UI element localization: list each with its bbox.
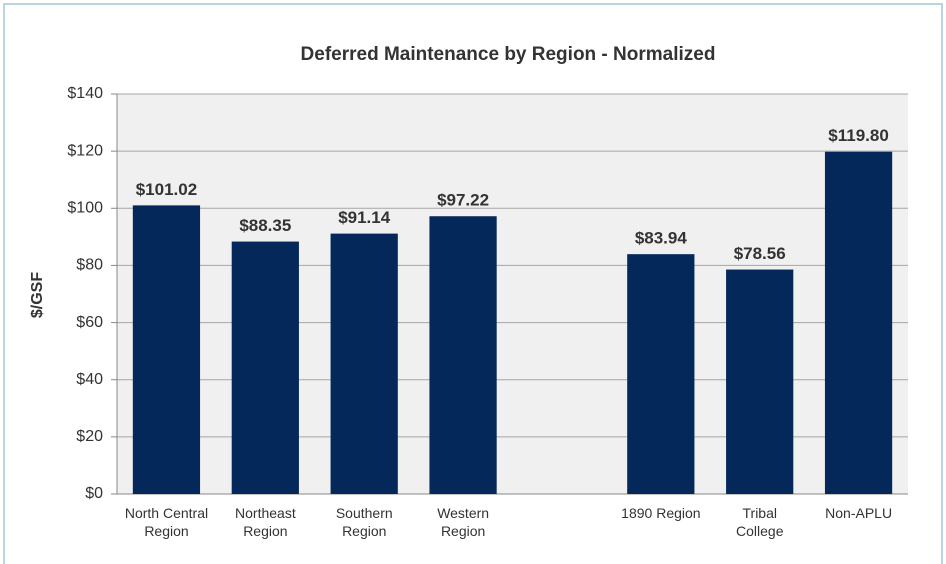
bar	[824, 151, 893, 494]
x-tick-label: Southern Region	[335, 505, 393, 539]
value-label: $119.80	[828, 126, 889, 145]
x-tick-label: Tribal College	[736, 505, 784, 539]
x-tick-label: Western Region	[437, 505, 490, 539]
y-tick-label: $100	[67, 200, 103, 217]
x-tick-label: North Central Region	[124, 505, 209, 539]
bar	[231, 241, 299, 494]
frame	[3, 3, 943, 564]
y-tick-label: $80	[76, 257, 103, 274]
x-tick-label: Northeast Region	[235, 505, 296, 539]
y-tick-label: $20	[76, 428, 103, 445]
bar	[726, 269, 794, 494]
y-tick-label: $140	[67, 85, 103, 102]
bar	[627, 254, 695, 494]
value-label: $88.35	[239, 216, 291, 235]
value-label: $78.56	[734, 244, 786, 263]
y-tick-label: $60	[76, 314, 103, 331]
y-tick-label: $40	[76, 371, 103, 388]
value-label: $91.14	[338, 208, 391, 227]
y-tick-label: $120	[67, 142, 103, 159]
y-axis-label: $/GSF	[29, 272, 46, 318]
value-label: $97.22	[437, 191, 489, 210]
x-tick-label: Non-APLU	[825, 505, 893, 521]
y-tick-label: $0	[85, 485, 103, 502]
value-label: $83.94	[635, 229, 688, 248]
value-label: $101.02	[136, 180, 197, 199]
bar	[429, 216, 497, 494]
bar	[132, 205, 201, 494]
chart-title: Deferred Maintenance by Region - Normali…	[301, 44, 716, 65]
x-tick-label: 1890 Region	[621, 505, 701, 521]
bar	[330, 233, 398, 494]
